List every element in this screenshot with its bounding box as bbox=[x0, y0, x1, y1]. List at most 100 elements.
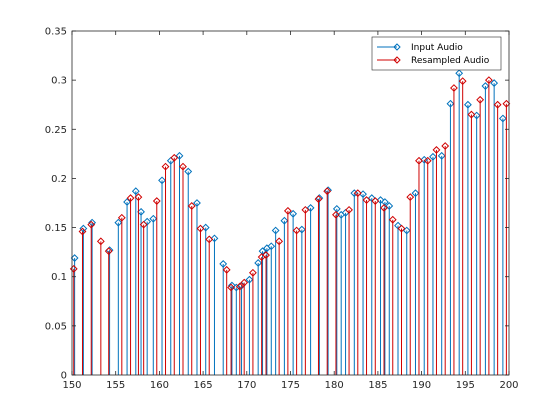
y-tick-label: 0.2 bbox=[51, 174, 67, 185]
x-tick-label: 190 bbox=[412, 380, 431, 391]
stem-marker bbox=[227, 283, 235, 292]
stem-marker bbox=[437, 151, 446, 160]
stem-marker bbox=[267, 242, 276, 251]
stem-marker bbox=[411, 189, 420, 198]
stem-marker bbox=[380, 204, 388, 212]
stem-marker bbox=[240, 278, 249, 287]
stem-marker bbox=[134, 193, 143, 202]
stem-marker bbox=[117, 213, 126, 222]
stem-marker bbox=[353, 189, 362, 198]
stem-marker bbox=[362, 196, 371, 204]
series-1 bbox=[69, 76, 511, 375]
stem-marker bbox=[219, 260, 228, 268]
stem-marker bbox=[235, 282, 244, 291]
stem-marker bbox=[490, 79, 499, 87]
legend-label-input-audio: Input Audio bbox=[411, 43, 463, 53]
stem-marker bbox=[222, 265, 231, 274]
stem-marker bbox=[149, 214, 158, 223]
stem-marker bbox=[371, 197, 380, 205]
stem-marker bbox=[292, 226, 301, 235]
stem-marker bbox=[297, 225, 306, 234]
y-tick-label: 0.35 bbox=[45, 27, 67, 38]
stem-marker bbox=[96, 237, 105, 246]
y-tick-label: 0.3 bbox=[51, 76, 67, 87]
stem-marker bbox=[126, 194, 135, 202]
stem-marker bbox=[458, 77, 467, 86]
stem-marker bbox=[70, 254, 79, 262]
stem-marker bbox=[232, 283, 241, 292]
stem-marker bbox=[493, 100, 502, 109]
stem-marker bbox=[484, 76, 493, 85]
x-tick-label: 175 bbox=[281, 380, 300, 391]
stem-marker bbox=[283, 206, 292, 215]
stem-marker bbox=[376, 196, 385, 204]
stem-marker bbox=[464, 100, 472, 109]
stem-marker bbox=[184, 167, 193, 176]
stem-marker bbox=[131, 187, 140, 196]
y-tick-label: 0 bbox=[61, 371, 67, 382]
plot-area bbox=[72, 31, 509, 375]
x-tick-label: 160 bbox=[150, 380, 169, 391]
stem-marker bbox=[196, 224, 205, 233]
stem-marker bbox=[114, 218, 123, 227]
stem-marker bbox=[210, 234, 219, 243]
stem-marker bbox=[441, 142, 450, 150]
stem-marker bbox=[301, 205, 310, 214]
stem-marker bbox=[423, 156, 432, 165]
stem-marker bbox=[193, 199, 201, 207]
stem-marker bbox=[205, 235, 214, 244]
series-0 bbox=[70, 69, 507, 375]
stem-marker bbox=[79, 224, 88, 233]
x-tick-label: 170 bbox=[237, 380, 256, 391]
stem-marker bbox=[161, 162, 170, 171]
y-tick-label: 0.25 bbox=[45, 125, 67, 136]
legend-marker-resampled-audio bbox=[393, 56, 401, 64]
stem-marker bbox=[87, 220, 96, 229]
plot-background bbox=[72, 31, 509, 375]
y-tick-label: 0.1 bbox=[51, 272, 67, 283]
stem-marker bbox=[502, 99, 511, 108]
stem-marker bbox=[432, 146, 441, 154]
legend-box bbox=[371, 36, 502, 71]
stem-marker bbox=[271, 226, 280, 235]
stem-marker bbox=[152, 197, 161, 205]
x-tick-label: 195 bbox=[456, 380, 475, 391]
stem-marker bbox=[187, 202, 196, 210]
legend-label-resampled-audio: Resampled Audio bbox=[411, 56, 490, 66]
stem-marker bbox=[179, 162, 187, 171]
stem-marker bbox=[170, 153, 179, 162]
x-tick-label: 185 bbox=[368, 380, 387, 391]
stem-marker bbox=[158, 176, 166, 185]
stem-marker bbox=[314, 195, 323, 203]
stem-marker bbox=[476, 95, 485, 104]
x-tick-label: 180 bbox=[325, 380, 344, 391]
stem-marker bbox=[345, 205, 353, 214]
x-tick-label: 155 bbox=[106, 380, 125, 391]
stem-marker bbox=[249, 268, 257, 277]
stem-marker bbox=[450, 84, 458, 92]
stem-marker bbox=[280, 216, 289, 225]
stem-marker bbox=[498, 114, 507, 123]
stem-marker bbox=[245, 275, 254, 284]
stem-marker bbox=[397, 224, 406, 233]
stem-marker bbox=[455, 69, 464, 78]
stem-marker bbox=[481, 82, 490, 90]
stem-marker bbox=[201, 223, 210, 232]
stem-marker bbox=[175, 151, 184, 160]
series-layer bbox=[69, 69, 511, 375]
legend: Input Audio Resampled Audio bbox=[371, 36, 502, 71]
x-tick-label: 200 bbox=[499, 380, 518, 391]
stem-marker bbox=[467, 110, 476, 119]
stem-marker bbox=[332, 210, 340, 219]
stem-marker bbox=[350, 189, 359, 198]
x-tick-label: 150 bbox=[62, 380, 81, 391]
y-tick-label: 0.05 bbox=[45, 321, 67, 332]
stem-marker bbox=[446, 99, 455, 108]
stem-marker bbox=[406, 193, 415, 202]
stem-marker bbox=[228, 281, 236, 290]
stem-marker bbox=[429, 152, 437, 161]
stem-marker bbox=[402, 226, 411, 235]
stem-marker bbox=[139, 220, 148, 229]
stem-marker bbox=[123, 198, 131, 206]
